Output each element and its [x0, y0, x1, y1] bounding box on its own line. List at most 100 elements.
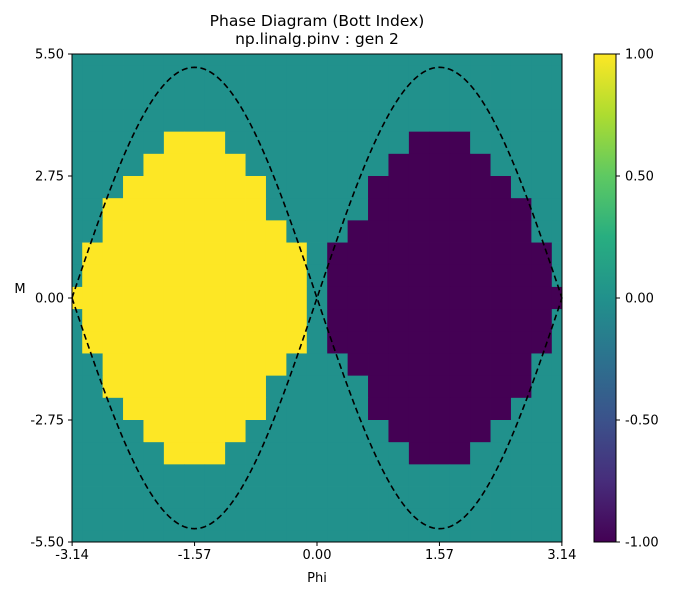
heatmap-cell — [123, 397, 144, 421]
heatmap-cell — [347, 54, 369, 66]
heatmap-cell — [102, 220, 124, 243]
heatmap-cell — [388, 242, 410, 266]
heatmap-cell — [225, 442, 246, 465]
heatmap-cell — [204, 508, 226, 532]
heatmap-cell — [388, 153, 410, 177]
heatmap-cell — [327, 442, 349, 465]
heatmap-cell — [72, 286, 83, 310]
heatmap-cell — [368, 65, 389, 88]
heatmap-cell — [551, 530, 563, 543]
heatmap-cell — [449, 442, 471, 465]
heatmap-cell — [245, 331, 267, 354]
heatmap-cell — [184, 530, 206, 543]
heatmap-cell — [429, 286, 451, 310]
heatmap-cell — [470, 375, 491, 399]
heatmap-cell — [245, 109, 267, 133]
heatmap-cell — [82, 65, 104, 88]
heatmap-cell — [347, 353, 369, 377]
heatmap-cell — [163, 530, 185, 543]
heatmap-cell — [143, 375, 165, 399]
heatmap-cell — [225, 198, 246, 221]
heatmap-cell — [449, 331, 471, 354]
heatmap-cell — [551, 198, 563, 221]
heatmap-cell — [490, 131, 512, 155]
heatmap-cell — [184, 176, 206, 199]
heatmap-cell — [510, 131, 532, 155]
heatmap-cell — [184, 464, 206, 487]
heatmap-cell — [470, 331, 491, 354]
heatmap-cell — [123, 464, 144, 487]
heatmap-cell — [429, 486, 451, 510]
heatmap-cell — [265, 397, 287, 421]
heatmap-cell — [184, 54, 206, 66]
heatmap-cell — [449, 220, 471, 243]
heatmap-cell — [449, 309, 471, 332]
heatmap-cell — [163, 508, 185, 532]
heatmap-cell — [347, 198, 369, 221]
heatmap-cell — [204, 331, 226, 354]
heatmap-cell — [327, 286, 349, 310]
heatmap-cell — [72, 54, 83, 66]
heatmap-cell — [72, 508, 83, 532]
heatmap-cell — [327, 242, 349, 266]
heatmap-cell — [490, 242, 512, 266]
heatmap-cell — [449, 153, 471, 177]
heatmap-cell — [72, 153, 83, 177]
heatmap-cell — [265, 508, 287, 532]
heatmap-cell — [184, 442, 206, 465]
heatmap-cell — [82, 176, 104, 199]
heatmap-cell — [163, 242, 185, 266]
heatmap-cell — [123, 176, 144, 199]
heatmap-cell — [327, 131, 349, 155]
heatmap-cell — [347, 87, 369, 110]
heatmap-cell — [531, 65, 553, 88]
heatmap-cell — [102, 397, 124, 421]
heatmap-cell — [551, 242, 563, 266]
heatmap-cell — [286, 353, 308, 377]
heatmap-cell — [510, 397, 532, 421]
heatmap-cell — [510, 309, 532, 332]
heatmap-cell — [143, 198, 165, 221]
heatmap-cell — [204, 220, 226, 243]
heatmap-cell — [82, 198, 104, 221]
heatmap-cell — [306, 87, 328, 110]
heatmap-cell — [551, 486, 563, 510]
heatmap-cell — [531, 264, 553, 288]
heatmap-cell — [123, 131, 144, 155]
heatmap-cell — [204, 109, 226, 133]
heatmap-cell — [510, 442, 532, 465]
heatmap-cell — [449, 87, 471, 110]
heatmap-cell — [408, 65, 430, 88]
heatmap-cell — [245, 508, 267, 532]
heatmap-cell — [163, 65, 185, 88]
heatmap-cell — [204, 375, 226, 399]
heatmap-cell — [82, 109, 104, 133]
heatmap-cell — [286, 264, 308, 288]
heatmap-cell — [408, 420, 430, 443]
heatmap-cell — [551, 264, 563, 288]
heatmap-cell — [490, 198, 512, 221]
heatmap-cell — [204, 54, 226, 66]
heatmap-cell — [245, 220, 267, 243]
heatmap-cell — [368, 109, 389, 133]
heatmap-cell — [204, 309, 226, 332]
heatmap-cell — [163, 464, 185, 487]
heatmap-cell — [82, 353, 104, 377]
heatmap-cell — [531, 309, 553, 332]
heatmap-cell — [408, 87, 430, 110]
heatmap-cell — [245, 65, 267, 88]
heatmap-cell — [286, 331, 308, 354]
chart-subtitle: np.linalg.pinv : gen 2 — [235, 30, 399, 48]
heatmap-cell — [72, 242, 83, 266]
heatmap-cell — [123, 353, 144, 377]
heatmap-cell — [551, 286, 563, 310]
heatmap-cell — [551, 331, 563, 354]
heatmap-cell — [388, 353, 410, 377]
heatmap-cell — [72, 375, 83, 399]
heatmap-cell — [225, 109, 246, 133]
heatmap-cell — [449, 242, 471, 266]
heatmap-cell — [490, 530, 512, 543]
heatmap-cell — [510, 242, 532, 266]
heatmap-cell — [102, 464, 124, 487]
heatmap-cell — [82, 131, 104, 155]
